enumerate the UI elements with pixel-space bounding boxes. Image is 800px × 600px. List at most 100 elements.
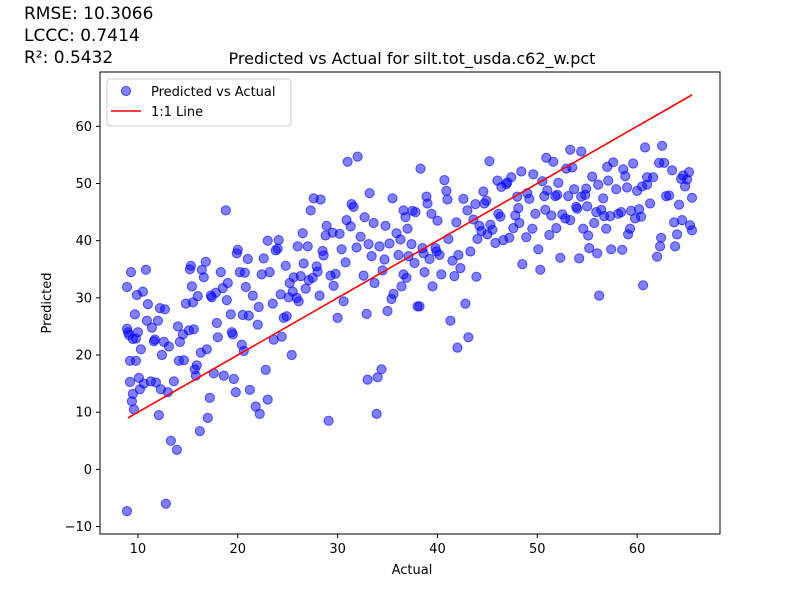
data-point (426, 208, 437, 219)
data-point (592, 248, 603, 259)
data-point (424, 253, 435, 265)
data-point (645, 198, 656, 209)
x-tick-label: 10 (130, 542, 147, 557)
data-point (244, 384, 255, 395)
data-point (330, 268, 341, 279)
data-point (513, 203, 524, 214)
data-point (202, 412, 213, 423)
data-point (628, 158, 639, 169)
data-point (338, 296, 349, 307)
data-point (372, 372, 383, 383)
data-point (442, 194, 453, 205)
data-point (481, 195, 492, 206)
data-point (445, 315, 456, 326)
data-point (594, 290, 605, 301)
data-point (664, 190, 675, 201)
data-point (576, 146, 587, 157)
data-point (171, 444, 182, 455)
data-point (401, 272, 412, 283)
data-point (458, 193, 469, 204)
data-point (293, 296, 304, 307)
data-point (220, 205, 231, 216)
data-point (300, 283, 311, 294)
x-tick-label: 40 (429, 542, 446, 557)
data-point (215, 267, 226, 278)
data-point (533, 244, 544, 255)
legend-label-line: 1:1 Line (151, 105, 203, 120)
data-point (376, 364, 387, 375)
data-point (455, 263, 466, 274)
data-point (601, 223, 612, 234)
data-point (127, 333, 138, 345)
data-point (602, 161, 613, 172)
data-point (583, 230, 594, 241)
data-point (574, 253, 585, 264)
data-point (228, 373, 239, 385)
data-point (410, 207, 421, 218)
data-point (563, 191, 574, 202)
data-point (470, 199, 481, 210)
data-point (172, 321, 183, 332)
data-point (125, 267, 137, 278)
data-point (382, 305, 393, 317)
data-point (553, 177, 564, 188)
data-point (415, 163, 426, 174)
data-point (517, 259, 528, 270)
data-point (218, 370, 229, 381)
data-point (352, 151, 363, 162)
data-point (484, 156, 495, 167)
x-tick-label: 60 (629, 542, 646, 557)
data-point (453, 249, 464, 261)
data-point (439, 175, 450, 186)
data-point (262, 394, 273, 405)
data-point (462, 205, 473, 216)
data-point (465, 246, 476, 257)
data-point (686, 225, 698, 236)
data-point (374, 241, 385, 252)
data-point (253, 301, 264, 313)
data-point (240, 281, 251, 293)
data-point (368, 217, 379, 229)
data-point (402, 223, 413, 234)
data-point (341, 215, 352, 226)
data-point (239, 267, 250, 278)
data-point (478, 186, 489, 197)
data-point (141, 315, 152, 326)
data-point (541, 152, 552, 163)
data-point (683, 167, 695, 178)
data-point (292, 241, 303, 252)
data-point (452, 342, 463, 353)
data-point (449, 271, 460, 282)
data-point (121, 281, 133, 293)
data-point (640, 142, 651, 153)
x-tick-label: 50 (529, 542, 546, 557)
data-point (565, 215, 576, 226)
x-tick-label: 30 (329, 542, 346, 557)
data-point (358, 270, 369, 281)
data-point (336, 244, 347, 255)
data-point (384, 238, 395, 249)
data-point (636, 211, 647, 222)
data-point (346, 199, 357, 210)
data-point (617, 244, 628, 255)
data-point (528, 169, 539, 180)
data-point (351, 242, 362, 253)
data-point (396, 281, 407, 292)
data-point (655, 241, 666, 252)
data-point (226, 327, 237, 338)
data-point (121, 506, 133, 517)
data-point (188, 324, 199, 335)
data-point (460, 298, 471, 309)
data-point (637, 181, 648, 192)
y-axis: −10 0 10 20 30 40 50 60 (65, 120, 100, 535)
data-point (599, 211, 610, 222)
data-point (657, 140, 668, 151)
data-point (192, 291, 203, 302)
y-tick-label: −10 (65, 520, 92, 535)
data-point (379, 254, 390, 265)
data-point (140, 264, 151, 275)
data-point (332, 312, 343, 323)
data-point (652, 251, 663, 262)
x-axis: 10 20 30 40 50 60 (130, 534, 646, 557)
data-point (472, 233, 483, 245)
